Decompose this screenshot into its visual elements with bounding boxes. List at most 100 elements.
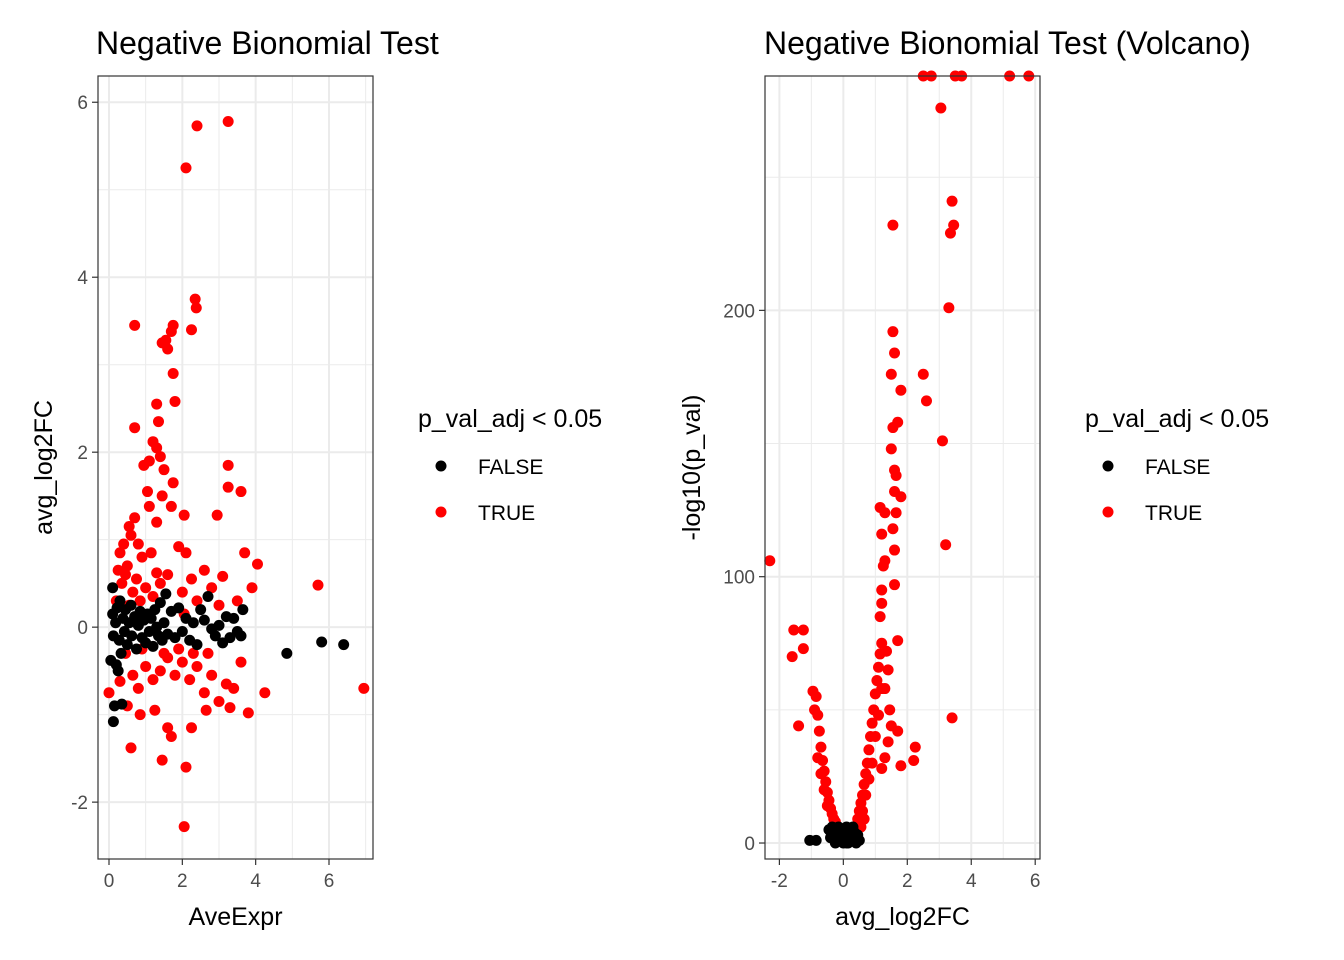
point-true — [764, 555, 776, 567]
point-true — [147, 674, 159, 686]
point-true — [235, 486, 247, 498]
point-false — [187, 617, 199, 629]
point-true — [202, 647, 214, 659]
point-false — [823, 824, 835, 836]
point-true — [132, 538, 144, 550]
point-true — [114, 547, 126, 559]
point-true — [936, 435, 948, 447]
point-true — [143, 500, 155, 512]
point-true — [134, 595, 146, 607]
point-false — [125, 599, 137, 611]
point-true — [887, 326, 899, 338]
point-true — [908, 754, 920, 766]
legend-key-false — [1102, 460, 1114, 472]
x-tick-label: 2 — [902, 871, 913, 892]
axis-ticks: 0 2 4 6 -2 0 2 4 6 — [71, 93, 334, 892]
point-true — [809, 704, 821, 716]
point-true — [186, 573, 197, 585]
point-true — [132, 682, 144, 694]
point-true — [917, 368, 929, 380]
point-true — [885, 720, 897, 732]
point-true — [198, 564, 210, 576]
point-true — [224, 702, 236, 714]
point-false — [841, 837, 853, 849]
point-true — [786, 651, 798, 663]
point-true — [812, 752, 824, 764]
point-true — [156, 490, 168, 502]
point-true — [180, 761, 192, 773]
point-true — [112, 564, 124, 576]
point-true — [892, 416, 904, 428]
point-true — [810, 691, 822, 703]
legend-key-true — [435, 506, 447, 518]
point-true — [876, 584, 888, 596]
point-true — [162, 569, 174, 581]
point-false — [829, 837, 841, 849]
point-true — [178, 821, 190, 833]
x-tick-label: 0 — [104, 871, 115, 892]
x-axis-label: avg_log2FC — [835, 903, 970, 931]
legend-title: p_val_adj < 0.05 — [418, 405, 602, 433]
y-tick-label: 100 — [723, 568, 755, 589]
point-true — [173, 643, 185, 655]
point-true — [882, 664, 894, 676]
point-true — [312, 579, 324, 591]
point-true — [121, 560, 133, 572]
point-true — [797, 643, 809, 655]
x-tick-label: 6 — [1030, 871, 1041, 892]
point-true — [252, 558, 263, 570]
point-false — [209, 630, 221, 642]
point-true — [169, 669, 181, 681]
point-true — [873, 709, 885, 721]
point-true — [866, 717, 878, 729]
point-false — [173, 602, 185, 614]
point-true — [206, 669, 218, 681]
point-false — [145, 612, 157, 624]
point-true — [877, 560, 889, 572]
point-false — [810, 834, 822, 846]
point-true — [946, 195, 958, 207]
point-false — [195, 604, 207, 616]
legend: p_val_adj < 0.05 FALSE TRUE — [1085, 405, 1269, 525]
point-true — [920, 395, 932, 407]
point-true — [190, 302, 202, 314]
x-tick-label: 0 — [838, 871, 849, 892]
legend-title: p_val_adj < 0.05 — [1085, 405, 1269, 433]
chart-title: Negative Bionomial Test — [96, 25, 439, 61]
point-true — [158, 464, 170, 476]
point-true — [889, 347, 901, 359]
point-true — [892, 635, 904, 647]
point-true — [151, 516, 163, 528]
point-true — [863, 773, 875, 785]
data-points — [103, 115, 370, 833]
data-points — [764, 70, 1035, 849]
point-true — [211, 509, 223, 521]
point-true — [131, 573, 142, 585]
point-true — [134, 709, 146, 721]
y-axis-label: avg_log2FC — [30, 400, 58, 535]
point-true — [162, 343, 174, 355]
point-false — [213, 619, 225, 631]
x-tick-label: 4 — [966, 871, 977, 892]
point-true — [176, 656, 188, 668]
point-true — [191, 595, 203, 607]
y-tick-label: 6 — [77, 93, 88, 114]
point-true — [889, 544, 901, 556]
point-true — [815, 741, 827, 753]
point-true — [876, 762, 888, 774]
chart-negative-binomial: Negative Bionomial Test 0 2 4 6 -2 0 2 4 6 AveEx… — [30, 25, 602, 931]
point-false — [112, 665, 124, 677]
point-false — [235, 630, 247, 642]
point-true — [890, 507, 902, 519]
point-false — [154, 597, 166, 609]
point-false — [115, 647, 127, 659]
point-false — [202, 591, 214, 603]
point-true — [881, 645, 893, 657]
point-false — [198, 614, 210, 626]
point-true — [151, 567, 163, 579]
legend-label-true: TRUE — [1145, 502, 1202, 525]
point-true — [169, 395, 181, 407]
y-tick-label: 0 — [744, 834, 755, 855]
point-false — [131, 643, 142, 655]
